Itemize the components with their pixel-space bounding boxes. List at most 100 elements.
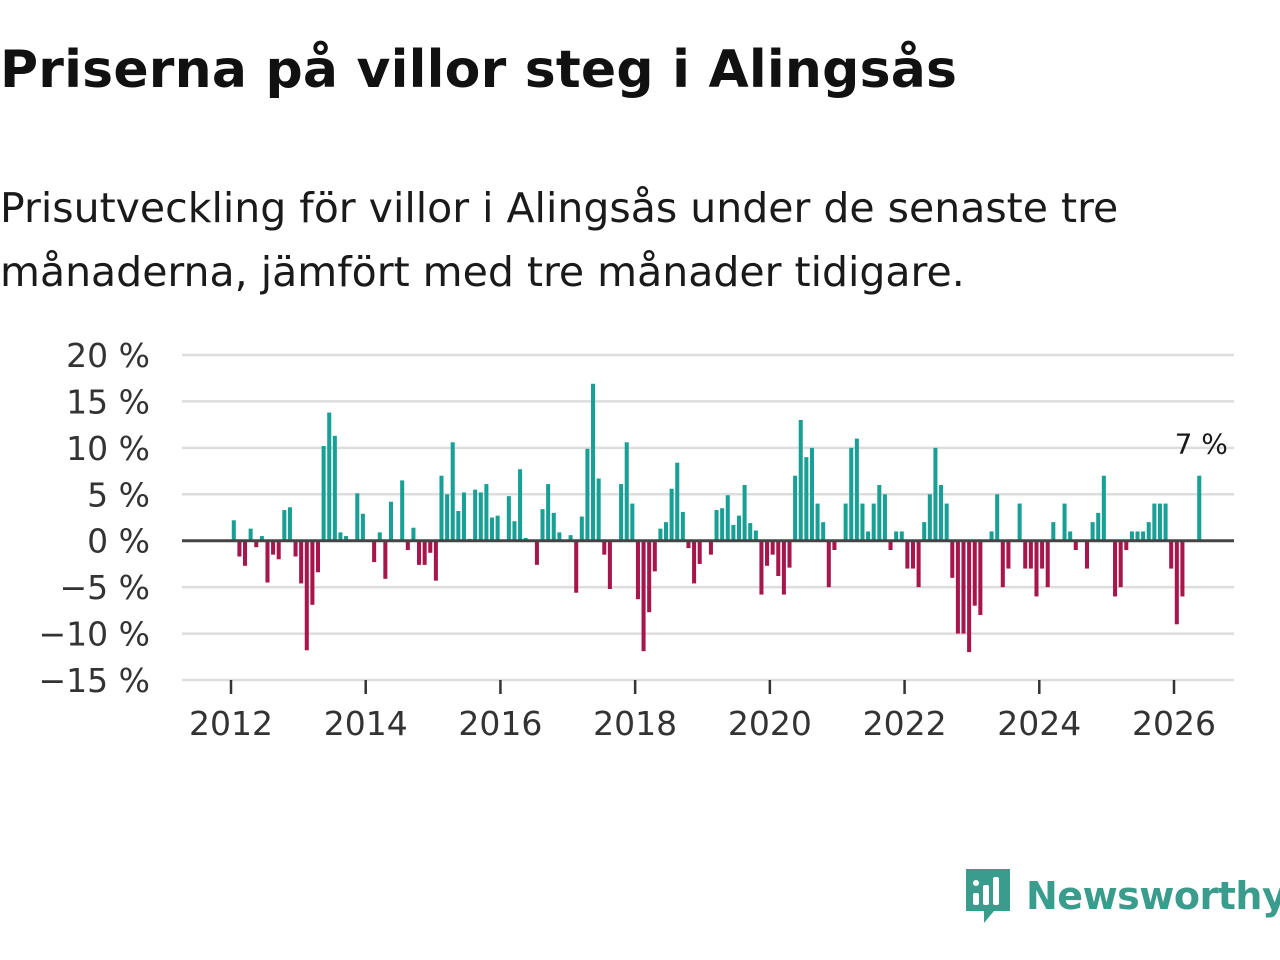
- bar: [899, 531, 904, 541]
- bar: [1118, 540, 1123, 588]
- bar: [894, 531, 899, 541]
- bar-chart: 20 %15 %10 %5 %0 %−5 %−10 %−15 % 2012 201…: [39, 336, 1234, 743]
- bar: [1124, 540, 1129, 550]
- bar: [372, 540, 377, 563]
- bar: [686, 540, 691, 549]
- bar: [765, 540, 770, 566]
- bar: [944, 503, 949, 541]
- bar: [669, 488, 674, 541]
- y-tick-label: −5 %: [60, 568, 151, 607]
- bar: [725, 495, 730, 541]
- bar: [388, 501, 393, 541]
- bar: [910, 540, 916, 569]
- bar: [495, 515, 500, 541]
- bar: [568, 535, 573, 541]
- bar: [972, 540, 977, 606]
- bar: [1084, 540, 1090, 569]
- bar: [692, 540, 697, 584]
- bar: [276, 540, 281, 560]
- bar: [557, 532, 562, 541]
- bar: [602, 540, 607, 555]
- y-tick-label: 10 %: [66, 429, 150, 468]
- brand-logo: Newsworthy: [962, 864, 1280, 928]
- bar: [697, 540, 702, 564]
- bar: [652, 540, 657, 572]
- bar: [287, 507, 292, 541]
- bar: [658, 528, 663, 541]
- data-label: 7 %: [1175, 428, 1228, 461]
- bar: [736, 515, 742, 541]
- bar: [338, 532, 343, 541]
- y-tick-label: 0 %: [87, 522, 150, 561]
- bar: [265, 540, 270, 583]
- bar: [450, 442, 455, 541]
- annotations: 7 %: [1175, 428, 1228, 461]
- bar: [714, 510, 719, 541]
- bar: [1045, 540, 1050, 588]
- x-tick-label: 2020: [728, 704, 812, 743]
- bar: [484, 484, 489, 541]
- x-tick-label: 2018: [593, 704, 677, 743]
- bar: [866, 531, 871, 541]
- bar: [647, 540, 652, 613]
- bar: [1135, 531, 1140, 541]
- bar: [607, 540, 612, 589]
- bar: [540, 509, 545, 541]
- bar: [243, 540, 248, 566]
- bar: [512, 521, 517, 541]
- bar: [327, 412, 332, 541]
- bar: [1163, 503, 1168, 541]
- x-tick-label: 2012: [189, 704, 273, 743]
- bar: [433, 540, 438, 581]
- bar: [445, 494, 450, 541]
- bar: [310, 540, 315, 605]
- bar: [332, 435, 337, 541]
- bar: [759, 540, 764, 595]
- bar: [489, 517, 495, 541]
- newsworthy-logo-icon: [966, 869, 1010, 923]
- y-tick-label: 20 %: [66, 336, 150, 375]
- bar: [1174, 540, 1179, 625]
- bar: [1034, 540, 1039, 597]
- bar: [422, 540, 427, 565]
- bar: [753, 530, 758, 541]
- chart-title: Priserna på villor steg i Alingsås: [0, 40, 958, 100]
- bar: [989, 531, 994, 541]
- bar: [882, 494, 887, 541]
- bar: [624, 442, 629, 541]
- bar: [787, 540, 792, 568]
- bar: [579, 516, 584, 541]
- bar: [619, 484, 624, 541]
- bar: [955, 540, 960, 634]
- bar: [461, 492, 466, 541]
- bar: [1146, 522, 1151, 541]
- y-axis-labels: 20 % 15 % 10 % 5 % 0 % −5 % −10 % −15 %: [39, 336, 151, 700]
- bar: [1113, 540, 1118, 597]
- bar: [860, 503, 865, 541]
- y-tick-label: 15 %: [66, 382, 150, 421]
- bar: [282, 510, 287, 541]
- bar: [428, 540, 433, 553]
- bar: [546, 484, 551, 541]
- bar: [950, 540, 955, 578]
- bar: [776, 540, 781, 576]
- bar: [1000, 540, 1005, 588]
- bar: [961, 540, 966, 634]
- bar: [978, 540, 983, 615]
- bar: [849, 447, 854, 541]
- bar: [1129, 531, 1134, 541]
- bar: [630, 503, 635, 541]
- bar: [591, 383, 596, 541]
- bar: [1090, 522, 1095, 541]
- bar: [411, 527, 416, 541]
- bar: [360, 513, 365, 541]
- y-tick-label: −15 %: [39, 661, 151, 700]
- bar: [922, 522, 927, 541]
- bar: [815, 503, 820, 541]
- bar: [315, 540, 321, 573]
- bar: [1017, 503, 1022, 541]
- x-tick-label: 2022: [863, 704, 947, 743]
- bar: [793, 475, 798, 541]
- bar: [1028, 540, 1033, 569]
- bar: [1197, 475, 1202, 541]
